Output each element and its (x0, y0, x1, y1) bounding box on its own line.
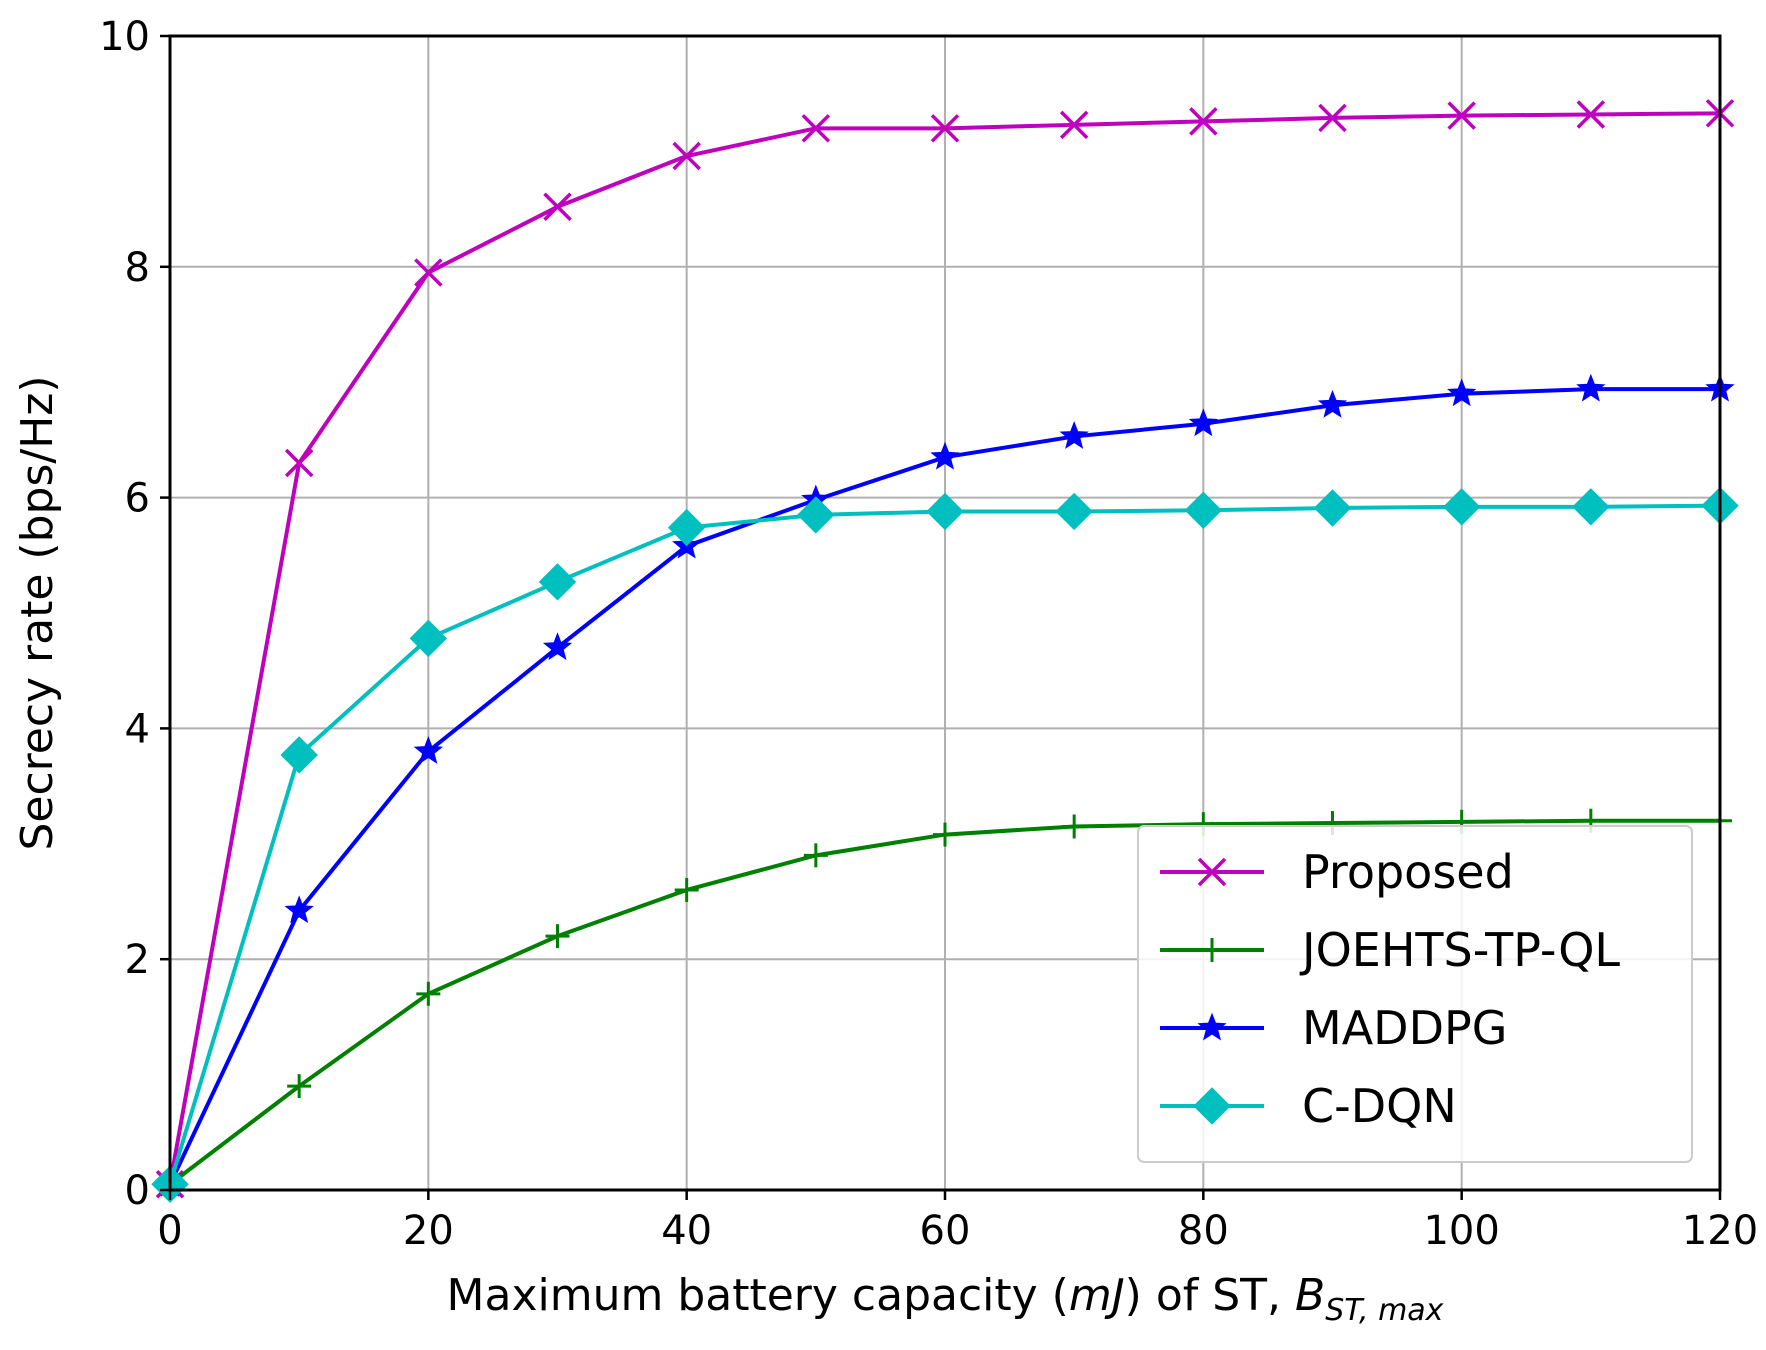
legend-item-joehts-tp-ql: JOEHTS-TP-QL (1160, 923, 1620, 977)
data-point-c-dqn (1313, 489, 1352, 527)
data-point-c-dqn (667, 508, 706, 547)
y-tick-label: 2 (125, 937, 150, 983)
marker-stroke (1197, 857, 1227, 887)
legend-entries: Proposed JOEHTS-TP-QL MADDPG C-DQN (1160, 845, 1620, 1133)
y-tick-label: 6 (125, 476, 150, 522)
y-axis-label: Secrecy rate (bps/Hz) (12, 375, 63, 850)
data-point-proposed (1318, 103, 1347, 133)
data-point-joehts-tp-ql (287, 1074, 312, 1099)
data-point-proposed (1189, 107, 1218, 136)
data-point-maddpg (930, 441, 960, 470)
data-point-c-dqn (926, 492, 964, 531)
marker-stroke (1318, 103, 1347, 133)
legend-label: Proposed (1302, 845, 1514, 899)
legend: Proposed JOEHTS-TP-QL MADDPG C-DQN (1137, 825, 1693, 1163)
x-axis-label-unit: mJ (1069, 1270, 1125, 1321)
y-tick-label: 10 (99, 14, 150, 60)
legend-label: JOEHTS-TP-QL (1299, 923, 1620, 977)
data-point-joehts-tp-ql (933, 822, 957, 847)
data-point-proposed (930, 114, 960, 143)
data-point-maddpg (413, 736, 443, 764)
series-c-dqn (151, 486, 1739, 1203)
x-tick-label: 60 (920, 1208, 971, 1254)
legend-marker (1200, 938, 1224, 962)
legend-label: C-DQN (1302, 1079, 1457, 1133)
x-axis-label: Maximum battery capacity (mJ) of ST, BST… (447, 1270, 1444, 1328)
marker-stroke (930, 114, 960, 143)
legend-marker (1193, 1087, 1231, 1125)
data-point-proposed (801, 114, 831, 143)
data-point-proposed (1576, 100, 1606, 129)
x-tick-label: 20 (403, 1208, 454, 1254)
legend-item-c-dqn: C-DQN (1160, 1079, 1457, 1133)
marker-stroke (801, 114, 831, 143)
marker-stroke (1447, 101, 1476, 130)
marker-stroke (1189, 107, 1218, 136)
y-tick-label: 4 (125, 706, 150, 752)
data-point-c-dqn (1572, 488, 1610, 526)
legend-label: MADDPG (1302, 1001, 1507, 1055)
data-point-proposed (414, 258, 443, 287)
data-point-c-dqn (280, 736, 318, 774)
marker-stroke (672, 141, 701, 171)
data-point-maddpg (542, 632, 573, 661)
marker-stroke (284, 448, 314, 478)
series-layer (151, 99, 1739, 1203)
x-tick-label: 120 (1682, 1208, 1758, 1254)
data-point-joehts-tp-ql (803, 843, 828, 868)
marker-stroke (1576, 100, 1606, 129)
data-point-c-dqn (797, 496, 835, 534)
y-tick-label: 8 (125, 245, 150, 291)
data-point-c-dqn (1055, 492, 1093, 531)
data-point-maddpg (1059, 421, 1089, 449)
x-tick-label: 100 (1423, 1208, 1499, 1254)
data-point-maddpg (1576, 373, 1606, 402)
series-proposed (155, 99, 1735, 1199)
legend-marker (1197, 857, 1227, 887)
y-tick-label: 0 (125, 1168, 150, 1214)
data-point-c-dqn (538, 563, 577, 601)
data-point-proposed (1447, 101, 1476, 130)
ticks: 0 20 40 60 80 100 120 0 2 4 6 8 10 (99, 14, 1758, 1254)
x-tick-label: 80 (1178, 1208, 1229, 1254)
data-point-maddpg (284, 895, 314, 924)
data-point-maddpg (1447, 378, 1477, 407)
legend-item-proposed: Proposed (1160, 845, 1514, 899)
x-axis-label-middle: ) of ST, (1125, 1270, 1295, 1321)
data-point-c-dqn (409, 619, 448, 658)
data-point-proposed (1059, 110, 1089, 140)
marker-stroke (1059, 110, 1089, 140)
legend-item-maddpg: MADDPG (1160, 1001, 1507, 1055)
data-point-joehts-tp-ql (1062, 814, 1087, 839)
x-axis-label-subscript: ST, max (1325, 1293, 1443, 1328)
data-point-maddpg (1188, 408, 1218, 437)
marker-stroke (414, 258, 443, 287)
data-point-maddpg (1317, 389, 1348, 418)
data-point-joehts-tp-ql (545, 924, 570, 949)
data-point-proposed (284, 448, 314, 478)
data-point-c-dqn (1184, 491, 1223, 530)
legend-box (1137, 825, 1693, 1163)
legend-marker (1197, 1012, 1227, 1041)
series-joehts-tp-ql (158, 808, 1732, 1197)
x-axis-label-symbol: B (1295, 1270, 1325, 1321)
data-point-proposed (672, 141, 701, 171)
x-axis-label-prefix: Maximum battery capacity ( (447, 1270, 1069, 1321)
data-point-proposed (543, 192, 572, 222)
data-point-joehts-tp-ql (674, 877, 699, 902)
x-tick-label: 40 (661, 1208, 712, 1254)
x-tick-label: 0 (157, 1208, 182, 1254)
marker-stroke (543, 192, 572, 222)
data-point-c-dqn (1442, 488, 1481, 526)
data-point-joehts-tp-ql (416, 981, 441, 1006)
